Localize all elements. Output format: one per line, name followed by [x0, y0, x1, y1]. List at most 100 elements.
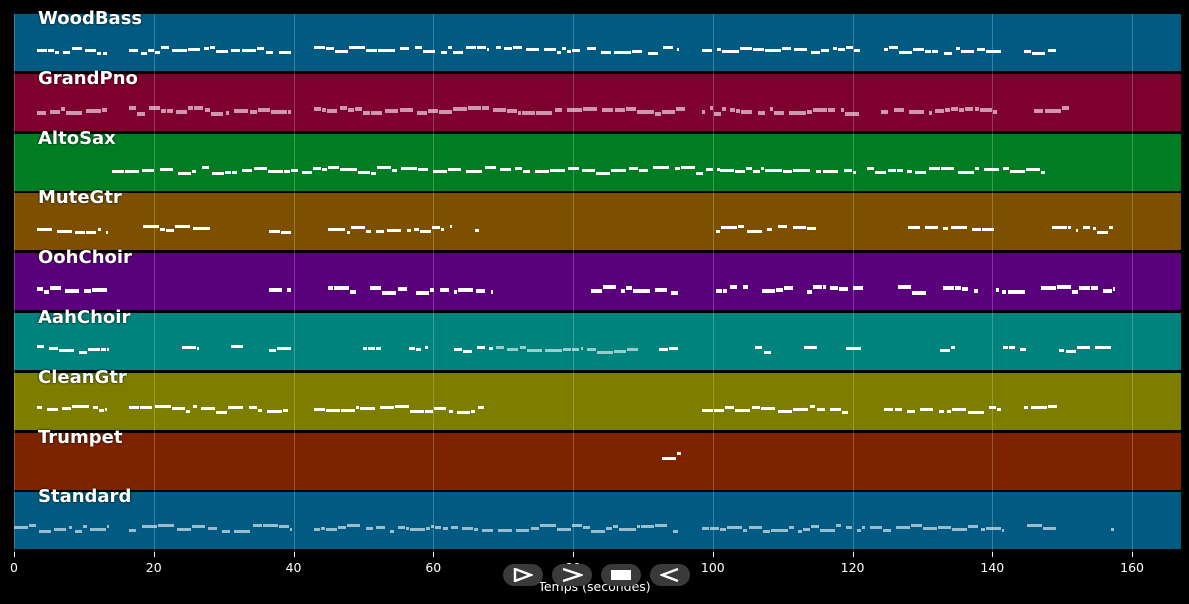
gridline — [433, 14, 435, 552]
note — [985, 527, 1001, 531]
note — [1094, 346, 1111, 349]
note — [939, 349, 951, 352]
note — [696, 171, 704, 175]
note — [147, 49, 154, 52]
note — [989, 405, 997, 409]
note — [453, 106, 467, 111]
note — [447, 167, 462, 171]
note — [614, 350, 626, 353]
note — [810, 404, 815, 408]
note — [376, 165, 392, 169]
note — [884, 407, 893, 411]
note — [713, 408, 724, 412]
note — [347, 524, 360, 528]
note — [626, 348, 639, 351]
note — [414, 228, 420, 232]
note — [887, 168, 897, 172]
gridline — [992, 14, 994, 552]
note — [266, 409, 282, 413]
note — [392, 168, 397, 172]
note — [204, 47, 210, 50]
note — [91, 288, 107, 293]
x-tick — [433, 552, 435, 557]
note — [523, 169, 531, 173]
note — [422, 50, 436, 53]
note — [788, 526, 795, 530]
note — [177, 528, 192, 532]
note — [99, 408, 105, 412]
note — [844, 111, 860, 116]
note — [72, 47, 83, 50]
note — [340, 167, 357, 171]
note — [749, 526, 763, 530]
note — [54, 528, 67, 532]
note — [56, 230, 73, 234]
piano-roll-plot: WoodBass GrandPno AltoSax MuteGtr OohChoir Aa… — [14, 8, 1181, 552]
note — [908, 226, 921, 230]
note — [313, 166, 321, 170]
note — [714, 111, 722, 116]
stop-button[interactable] — [601, 564, 641, 586]
note — [365, 527, 373, 531]
note — [535, 110, 553, 115]
note — [129, 105, 136, 110]
note — [149, 105, 160, 110]
note — [1023, 50, 1031, 53]
note — [724, 405, 735, 409]
play-button[interactable] — [503, 564, 543, 586]
note — [328, 228, 345, 232]
note — [231, 49, 241, 52]
note — [815, 169, 821, 173]
rewind-button[interactable] — [650, 564, 690, 586]
x-tick-label: 160 — [1120, 560, 1145, 575]
note — [571, 49, 580, 52]
note — [96, 52, 101, 55]
note — [734, 169, 746, 173]
note — [258, 408, 263, 412]
fast-forward-button[interactable] — [552, 564, 592, 586]
note — [456, 410, 470, 414]
note — [792, 407, 808, 411]
note — [957, 170, 975, 174]
note — [270, 109, 288, 114]
note — [676, 48, 679, 51]
note — [997, 407, 1001, 411]
note — [636, 525, 640, 529]
note — [103, 52, 107, 55]
note — [366, 49, 378, 52]
x-tick-label: 100 — [700, 560, 725, 575]
note — [729, 285, 738, 290]
note — [535, 169, 549, 173]
note — [1048, 404, 1057, 408]
note — [440, 51, 448, 54]
note — [952, 407, 966, 411]
note — [964, 106, 973, 111]
note — [171, 49, 188, 52]
note — [176, 109, 188, 114]
note — [545, 349, 562, 352]
note — [496, 46, 502, 49]
note — [1108, 226, 1114, 230]
note — [1042, 527, 1057, 531]
note — [619, 528, 636, 532]
note — [852, 286, 864, 291]
note — [314, 106, 321, 111]
note — [376, 526, 385, 530]
note — [314, 407, 326, 411]
note — [408, 347, 415, 350]
note — [263, 524, 279, 528]
note — [968, 410, 985, 414]
note — [522, 110, 535, 115]
note — [84, 49, 96, 52]
note — [631, 50, 642, 53]
note — [587, 348, 596, 351]
note — [326, 108, 338, 113]
x-tick — [992, 552, 994, 557]
note — [314, 528, 321, 532]
note — [614, 51, 631, 54]
note — [549, 168, 565, 172]
note — [1097, 231, 1108, 235]
note — [258, 107, 270, 112]
note — [490, 290, 493, 295]
note — [526, 48, 540, 51]
